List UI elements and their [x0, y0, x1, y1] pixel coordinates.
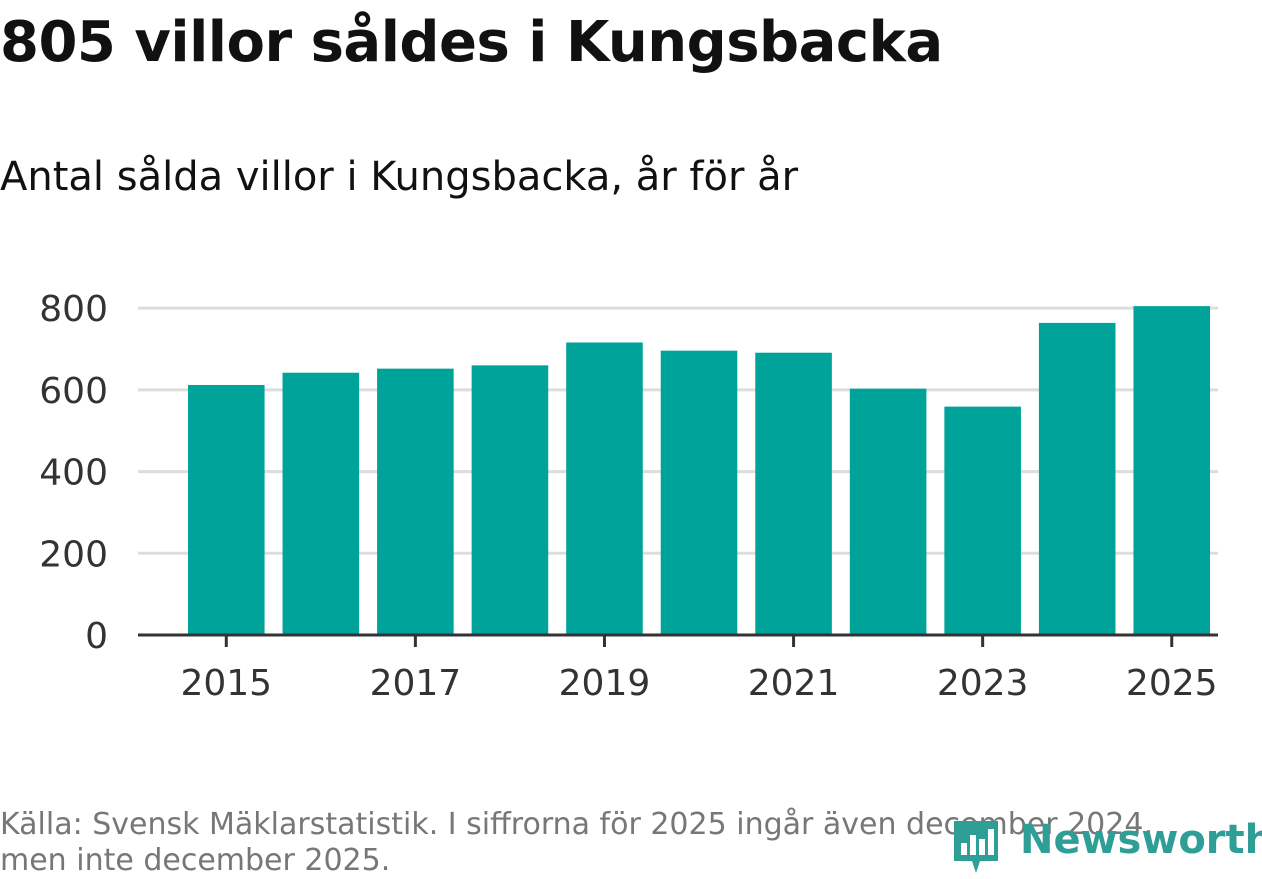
- y-tick-label: 800: [39, 289, 108, 330]
- y-tick-label: 0: [85, 616, 108, 657]
- bar-2022: [849, 388, 927, 635]
- bar-2020: [660, 350, 738, 635]
- bar-2017: [377, 368, 454, 635]
- bar-2023: [944, 406, 1021, 635]
- bar-2018: [471, 365, 549, 635]
- bar-2025: [1133, 306, 1211, 635]
- bar-2024: [1038, 322, 1116, 635]
- x-tick-label: 2019: [559, 663, 651, 704]
- y-tick-label: 400: [39, 453, 108, 494]
- y-tick-label: 600: [39, 371, 108, 412]
- brand-name: Newsworthy: [1020, 817, 1262, 863]
- x-tick-label: 2023: [937, 663, 1029, 704]
- bar-2016: [282, 372, 360, 635]
- page-title: 805 villor såldes i Kungsbacka: [0, 10, 943, 75]
- x-tick-label: 2015: [180, 663, 272, 704]
- brand-logo: Newsworthy: [950, 815, 1262, 875]
- x-tick-label: 2025: [1126, 663, 1218, 704]
- bar-2015: [188, 384, 265, 635]
- x-tick-label: 2017: [370, 663, 462, 704]
- bar-2019: [566, 342, 643, 635]
- bar-chart: 0 200 400 600 800 2015 2017 2019 2021 2023 2025: [39, 289, 1218, 704]
- y-tick-label: 200: [39, 534, 108, 575]
- newsworthy-logo-icon: [954, 821, 998, 873]
- chart-subtitle: Antal sålda villor i Kungsbacka, år för …: [0, 154, 799, 200]
- bar-2021: [755, 352, 832, 635]
- x-tick-label: 2021: [748, 663, 840, 704]
